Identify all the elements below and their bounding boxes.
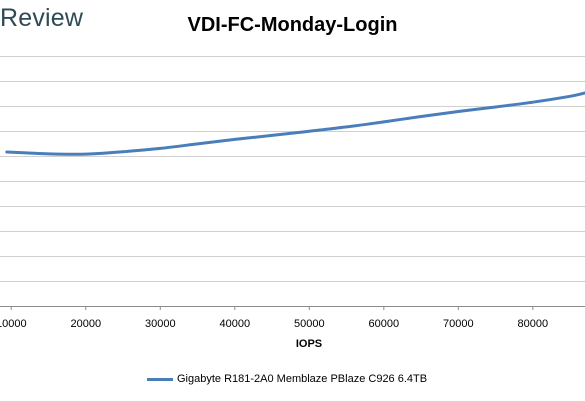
legend: Gigabyte R181-2A0 Memblaze PBlaze C926 6… [147,372,427,386]
x-axis-label: IOPS [296,338,322,350]
x-tick-label: 50000 [294,318,325,330]
chart-title: VDI-FC-Monday-Login [187,14,398,36]
x-tick-label: 40000 [219,318,250,330]
x-tick-label: 30000 [145,318,176,330]
x-tick-label: 20000 [70,318,101,330]
x-tick-label: 70000 [443,318,474,330]
series-line-0 [5,91,585,156]
x-tick-label: 60000 [369,318,400,330]
brand-logo-text: Review [0,4,84,32]
legend-label: Gigabyte R181-2A0 Memblaze PBlaze C926 6… [177,373,428,385]
legend-swatch [147,377,173,381]
x-tick-label: 80000 [518,318,549,330]
x-tick-label: 10000 [0,318,27,330]
